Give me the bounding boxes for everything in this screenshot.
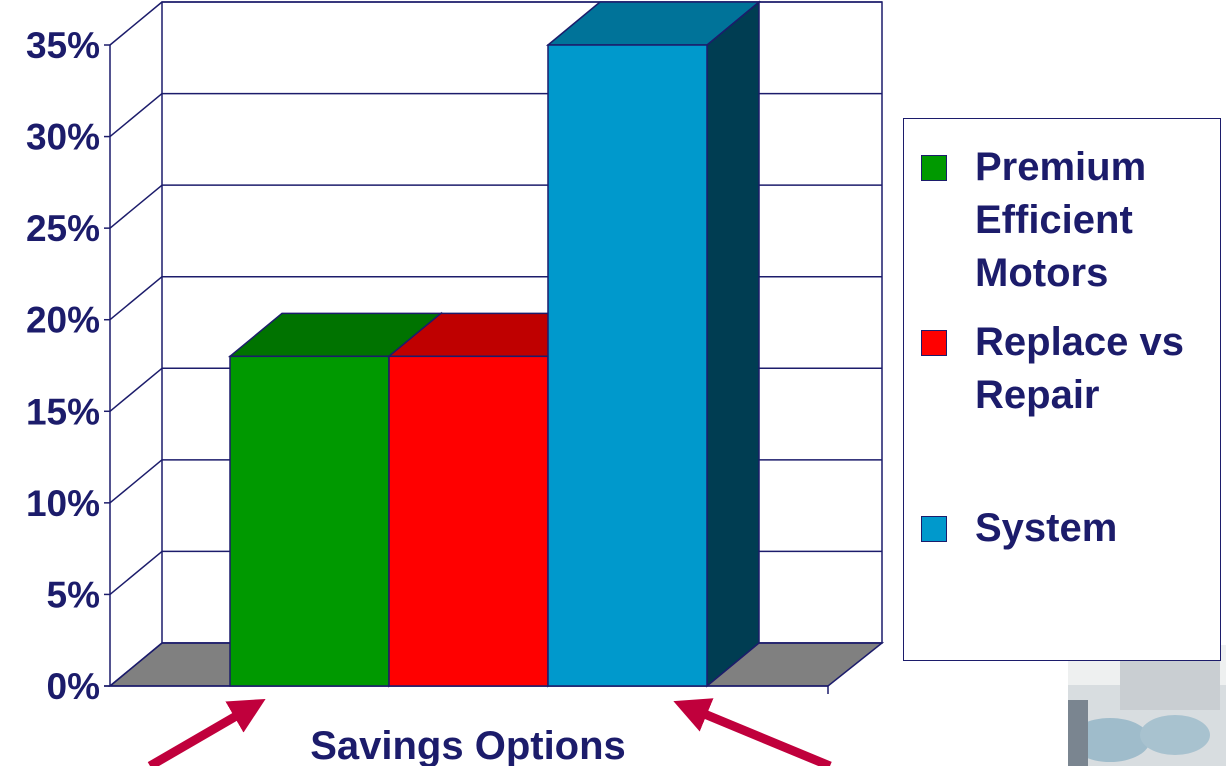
legend-label: Replace vs Repair: [975, 320, 1185, 417]
legend-entry: Replace vs Repair: [921, 316, 1220, 422]
legend-swatch: [921, 155, 947, 181]
legend-swatch: [921, 330, 947, 356]
photo: [1068, 645, 1226, 766]
bars: [227, 0, 762, 688]
grid-line: [109, 367, 163, 412]
grid-line: [109, 1, 163, 46]
grid-line: [109, 276, 163, 321]
legend-entry: System: [921, 502, 1220, 555]
bar: [388, 355, 549, 687]
y-tick-label: 5%: [47, 574, 100, 615]
arrow: [673, 698, 832, 766]
bar: [229, 355, 390, 687]
y-tick-label: 35%: [26, 25, 100, 66]
y-tick-label: 15%: [26, 391, 100, 432]
bar: [547, 44, 708, 687]
y-tick-label: 30%: [26, 117, 100, 158]
legend-label: Premium Efficient Motors: [975, 145, 1147, 295]
legend-label: System: [975, 506, 1118, 550]
y-tick-label: 0%: [47, 666, 100, 707]
legend: Premium Efficient Motors Replace vs Repai…: [903, 118, 1221, 661]
grid-line: [109, 642, 163, 687]
y-tick-label: 20%: [26, 300, 100, 341]
arrow: [147, 698, 266, 766]
grid-line: [109, 550, 163, 596]
grid-line: [109, 459, 163, 504]
grid-line: [109, 184, 163, 229]
legend-entry: Premium Efficient Motors: [921, 141, 1220, 300]
grid-line: [109, 92, 163, 138]
x-axis-title: Savings Options: [310, 724, 626, 766]
legend-swatch: [921, 516, 947, 542]
bar-side: [706, 0, 760, 688]
y-tick-label: 25%: [26, 208, 100, 249]
y-tick-label: 10%: [26, 483, 100, 524]
